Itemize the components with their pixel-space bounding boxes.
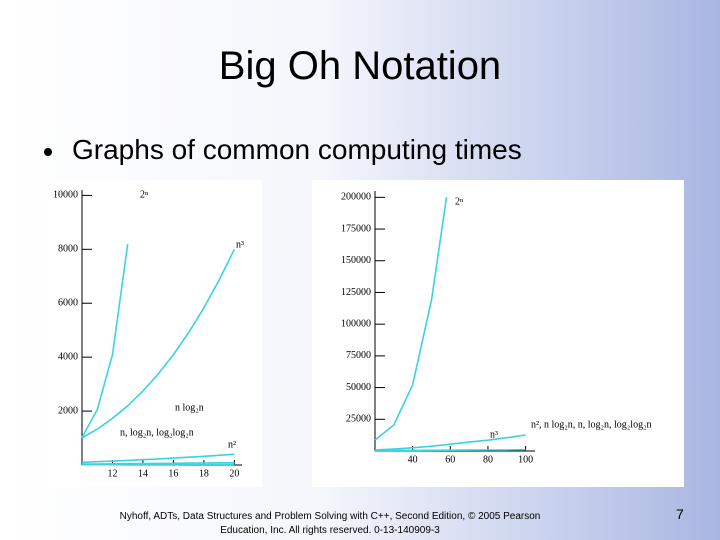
- y-tick-label: 50000: [346, 382, 371, 393]
- bullet-marker: [44, 148, 52, 156]
- curve-label: n²: [228, 439, 236, 450]
- footer: Nyhoff, ADTs, Data Structures and Proble…: [119, 511, 541, 536]
- y-tick-label: 125000: [341, 287, 371, 298]
- x-tick-label: 100: [518, 454, 533, 465]
- y-tick-label: 10000: [53, 190, 78, 201]
- slide-title: Big Oh Notation: [218, 44, 502, 88]
- y-tick-label: 2000: [58, 405, 78, 416]
- curve-label: n², n log₂n, n, log₂n, log₂log₂n: [531, 419, 652, 430]
- chart: 2000 4000 6000 8000 10000 12 14 16 18 20 2ⁿ n³ n log…: [48, 180, 262, 487]
- x-tick-label: 80: [483, 454, 493, 465]
- y-tick-label: 200000: [341, 192, 371, 203]
- y-tick-label: 75000: [346, 350, 371, 361]
- series-line: [81, 461, 235, 465]
- chart: 25000 50000 75000 100000 125000 150000 175000 2…: [312, 180, 684, 487]
- y-tick-label: 25000: [346, 414, 371, 425]
- y-tick-label: 175000: [341, 223, 371, 234]
- x-tick-label: 20: [229, 468, 239, 479]
- x-tick-label: 40: [408, 454, 418, 465]
- y-tick-label: 150000: [341, 255, 371, 266]
- y-tick-label: 8000: [58, 244, 78, 255]
- x-tick-label: 12: [107, 468, 117, 479]
- x-tick-label: 16: [168, 468, 178, 479]
- x-tick-label: 18: [199, 468, 209, 479]
- series-line: [81, 453, 235, 464]
- series-line: [81, 243, 129, 438]
- series-line: [374, 448, 526, 452]
- curve-label: n log₂n: [175, 402, 204, 413]
- curve-label: 2ⁿ: [455, 196, 463, 207]
- series-line: [81, 248, 236, 439]
- page-number: 7: [676, 506, 684, 522]
- y-tick-label: 4000: [58, 351, 78, 362]
- series-line: [374, 197, 448, 441]
- series-line: [374, 434, 526, 451]
- curve-label: n³: [490, 429, 498, 440]
- curve-label: n, log₂n, log₂log₂n: [120, 427, 194, 438]
- y-tick-label: 100000: [341, 318, 371, 329]
- curve-label: n³: [236, 239, 244, 250]
- bullet-text: Graphs of common computing times: [72, 134, 522, 165]
- x-tick-label: 14: [138, 468, 148, 479]
- curve-label: 2ⁿ: [140, 189, 148, 200]
- x-tick-label: 60: [445, 454, 455, 465]
- y-tick-label: 6000: [58, 298, 78, 309]
